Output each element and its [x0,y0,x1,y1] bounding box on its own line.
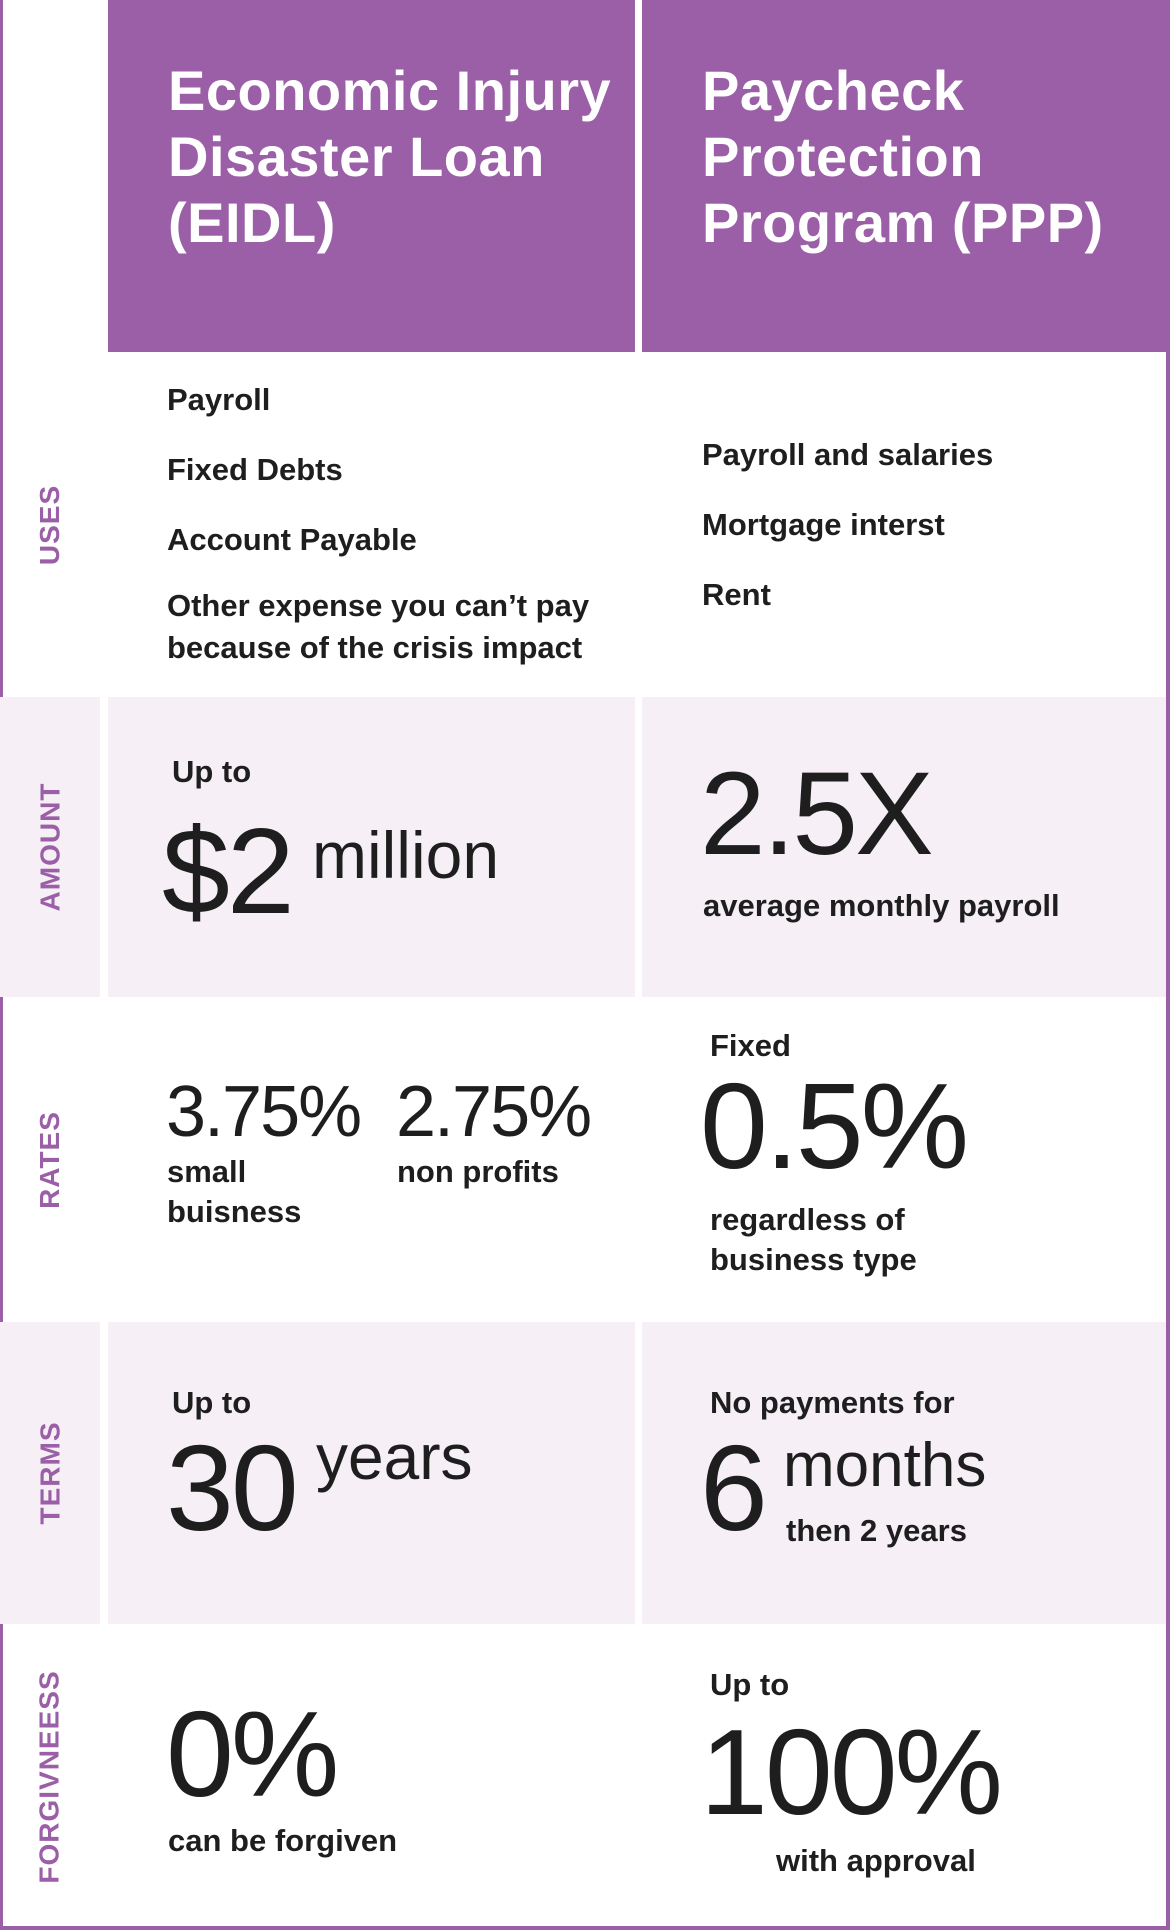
eidl-terms-unit: years [316,1421,473,1493]
ppp-header-line-2: Protection [702,125,984,188]
bottom-border [0,1926,1170,1930]
ppp-amount-value: 2.5X [700,748,934,880]
ppp-forgiveness-value: 100% [700,1704,1003,1840]
right-border [1166,0,1170,1930]
forgiveness-row-label: FORGIVNEESS [34,1670,66,1884]
eidl-use-item: Payroll [167,382,271,417]
ppp-rate-caption-2: business type [710,1242,917,1277]
eidl-amount-unit: million [312,818,500,892]
eidl-forgiveness-caption: can be forgiven [168,1823,398,1858]
eidl-use-item: Account Payable [167,522,417,557]
eidl-amount-value: $2 [162,803,295,939]
ppp-forgiveness-prefix: Up to [710,1667,790,1702]
eidl-header-line-2: Disaster Loan [168,125,545,188]
amount-row-eidl-shade [108,697,635,997]
eidl-terms-prefix: Up to [172,1385,252,1420]
ppp-rate-value: 0.5% [700,1058,969,1194]
eidl-nonprofit-caption: non profits [397,1154,559,1189]
eidl-use-item-continued: because of the crisis impact [167,630,583,665]
ppp-use-item: Payroll and salaries [702,437,994,472]
ppp-header-line-3: Program (PPP) [702,191,1104,254]
eidl-header-line-1: Economic Injury [168,59,612,122]
ppp-header: Paycheck Protection Program (PPP) [642,0,1166,352]
ppp-terms-caption: then 2 years [786,1513,967,1548]
eidl-amount-prefix: Up to [172,754,252,789]
amount-row-ppp-shade [642,697,1166,997]
ppp-amount-caption: average monthly payroll [703,888,1060,923]
amount-row-left-shade [0,697,100,997]
ppp-terms-value: 6 [700,1420,768,1556]
terms-row-label: TERMS [34,1421,65,1525]
eidl-small-business-rate: 3.75% [166,1072,362,1152]
ppp-use-item: Rent [702,577,771,612]
eidl-small-business-caption: small [167,1154,247,1189]
ppp-forgiveness-caption: with approval [776,1843,976,1878]
eidl-terms-value: 30 [166,1420,299,1556]
eidl-header: Economic Injury Disaster Loan (EIDL) [108,0,635,352]
ppp-header-line-1: Paycheck [702,59,965,122]
ppp-rate-caption: regardless of [710,1202,905,1237]
terms-row-eidl-shade [108,1322,635,1624]
ppp-terms-prefix: No payments for [710,1385,955,1420]
eidl-header-line-3: (EIDL) [168,191,336,254]
terms-row-left-shade [0,1322,100,1624]
terms-row-ppp-shade [642,1322,1166,1624]
ppp-terms-unit: months [783,1431,987,1500]
amount-row-label: AMOUNT [34,782,65,912]
ppp-rate-prefix: Fixed [710,1028,791,1063]
eidl-forgiveness-value: 0% [166,1686,339,1822]
eidl-small-business-caption-2: buisness [167,1194,302,1229]
uses-row-label: USES [34,484,65,565]
eidl-use-item: Other expense you can’t pay [167,588,590,623]
eidl-use-item: Fixed Debts [167,452,343,487]
rates-row-label: RATES [33,1110,65,1209]
eidl-nonprofit-rate: 2.75% [396,1072,592,1152]
ppp-use-item: Mortgage interst [702,507,945,542]
